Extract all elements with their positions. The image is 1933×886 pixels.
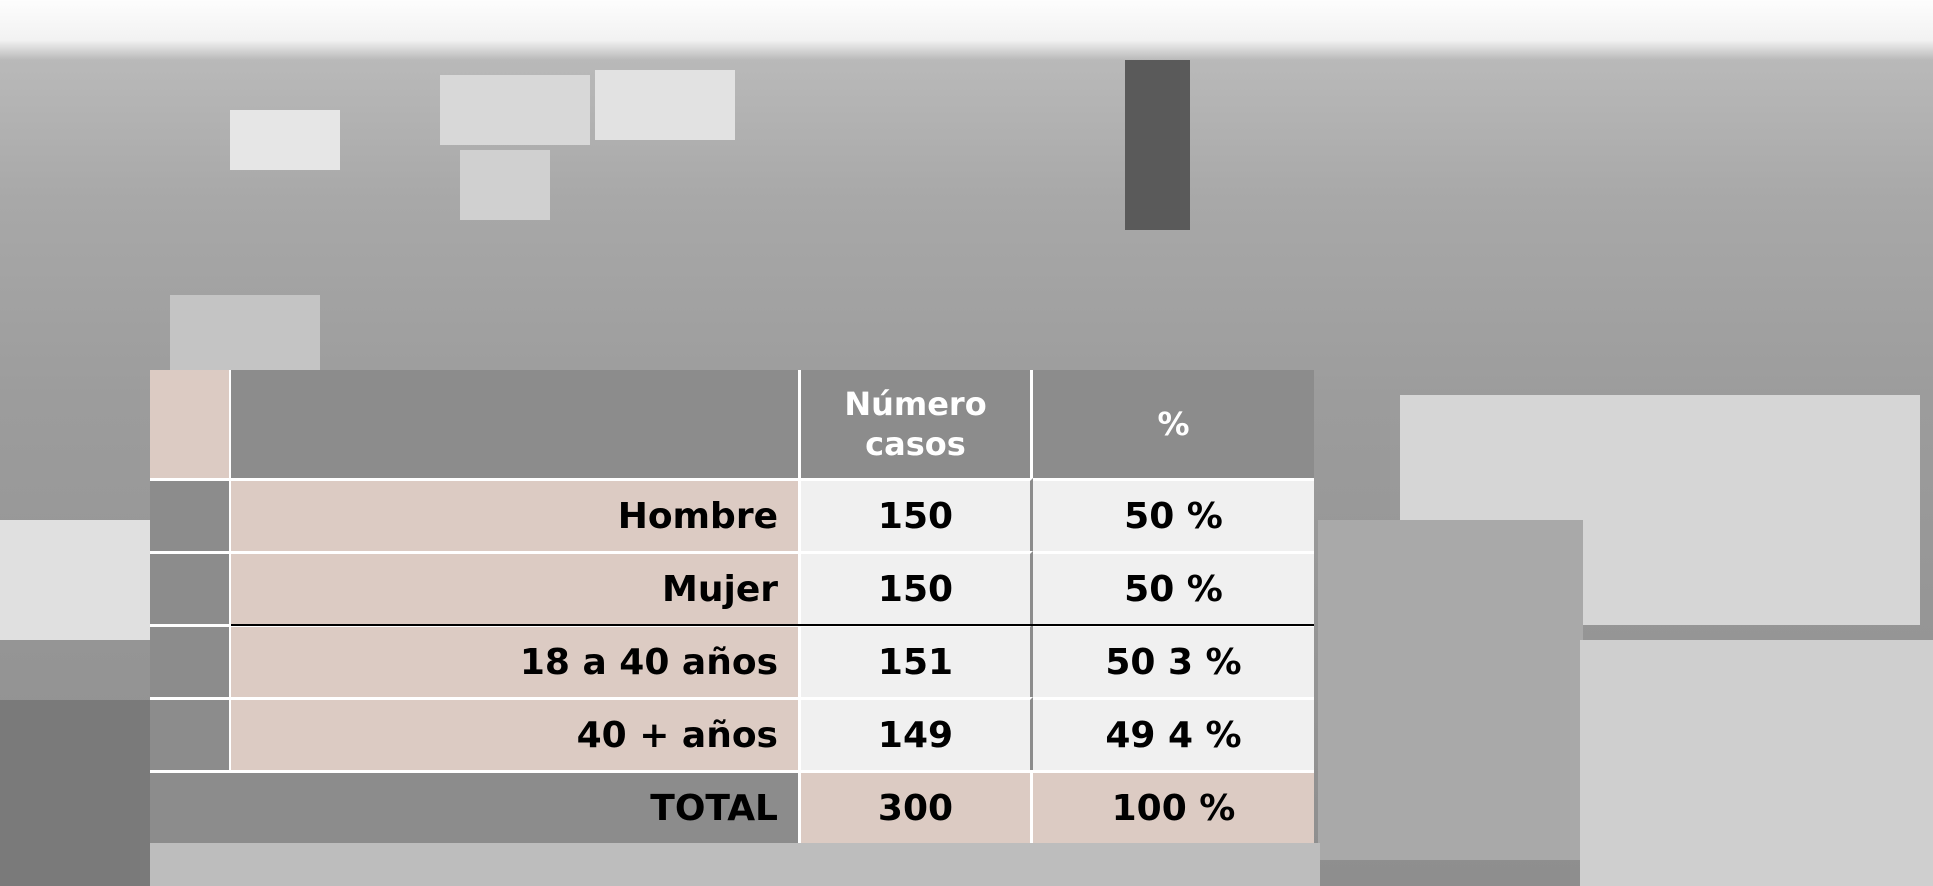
row-marker	[150, 551, 231, 624]
row-label: Hombre	[231, 478, 801, 551]
row-marker	[150, 624, 231, 697]
row-marker	[150, 697, 231, 770]
row-marker	[150, 478, 231, 551]
row-percent: 49 4 %	[1033, 697, 1314, 770]
row-label: Mujer	[231, 551, 801, 624]
total-percent: 100 %	[1033, 770, 1314, 843]
total-count: 300	[801, 770, 1033, 843]
header-cell	[231, 370, 801, 478]
row-percent: 50 %	[1033, 551, 1314, 624]
row-percent: 50 %	[1033, 478, 1314, 551]
column-header: Número casos	[801, 370, 1033, 478]
separator-line	[231, 624, 1314, 626]
slide: {"table": { "columns": ["Número casos", …	[0, 0, 1933, 886]
row-label: 40 + años	[231, 697, 801, 770]
row-count: 151	[801, 624, 1033, 697]
row-count: 150	[801, 478, 1033, 551]
total-label: TOTAL	[150, 770, 801, 843]
corner-cell	[150, 370, 231, 478]
row-percent: 50 3 %	[1033, 624, 1314, 697]
column-header: %	[1033, 370, 1314, 478]
row-count: 150	[801, 551, 1033, 624]
row-count: 149	[801, 697, 1033, 770]
row-label: 18 a 40 años	[231, 624, 801, 697]
